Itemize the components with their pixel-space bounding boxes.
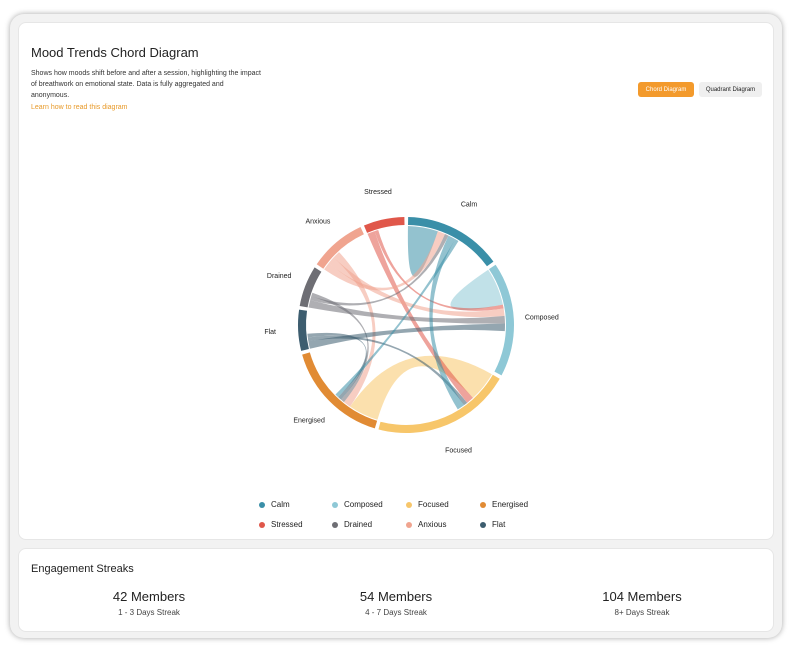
legend-swatch [259, 501, 265, 508]
quadrant-diagram-button[interactable]: Quadrant Diagram [699, 82, 762, 97]
legend-label: Anxious [418, 520, 447, 529]
ribbon-focused-energised [350, 355, 492, 420]
arc-calm [407, 217, 494, 267]
ribbons [307, 226, 506, 420]
arc-drained [299, 267, 322, 308]
ribbon-calm-focused [429, 235, 465, 410]
ribbon-stressed-focused [367, 231, 473, 403]
ribbon-calm-energised [335, 239, 459, 398]
arc-label-drained: Drained [267, 273, 292, 280]
chord-diagram: Calm Composed Focused Energised Flat Drained A… [264, 189, 559, 455]
legend-label: Calm [271, 500, 290, 509]
streak-label: 4 - 7 Days Streak [365, 608, 427, 617]
arc-flat [298, 309, 309, 351]
arc-stressed [363, 217, 405, 233]
legend-swatch [480, 521, 486, 528]
legend-swatch [406, 501, 412, 508]
streak-short: 42 Members 1 - 3 Days Streak [49, 589, 249, 617]
streak-members: 54 Members [359, 589, 433, 604]
chord-card: Mood Trends Chord Diagram Shows how mood… [18, 22, 774, 540]
ribbon-flat-focused [307, 335, 468, 406]
learn-link[interactable]: Learn how to read this diagram [31, 104, 128, 111]
group-arcs: Calm Composed Focused Energised Flat Drained A… [264, 189, 559, 455]
legend-item-focused[interactable]: Focused [406, 500, 449, 509]
ribbon-flat-energised [307, 332, 367, 400]
streak-long: 104 Members 8+ Days Streak [542, 589, 742, 617]
page-title: Mood Trends Chord Diagram [31, 45, 199, 60]
arc-label-anxious: Anxious [305, 218, 330, 225]
ribbon-calm-calm [407, 226, 438, 277]
legend-swatch [406, 521, 412, 528]
legend-item-calm[interactable]: Calm [259, 500, 290, 509]
ribbon-anxious-composed [328, 257, 505, 318]
ribbon-anxious-energised [333, 252, 376, 407]
arc-label-composed: Composed [525, 315, 559, 322]
streak-medium: 54 Members 4 - 7 Days Streak [296, 589, 496, 617]
legend-swatch [480, 501, 486, 508]
legend-item-composed[interactable]: Composed [332, 500, 383, 509]
streak-members: 42 Members [112, 589, 186, 604]
arc-anxious [316, 227, 364, 269]
ribbon-anxious-calm [324, 231, 445, 291]
legend-item-anxious[interactable]: Anxious [406, 520, 446, 529]
streaks-title: Engagement Streaks [31, 563, 134, 575]
chart-description: Shows how moods shift before and after a… [31, 70, 261, 99]
legend-item-stressed[interactable]: Stressed [259, 520, 303, 529]
legend-label: Stressed [271, 520, 303, 529]
streak-label: 8+ Days Streak [614, 608, 670, 617]
streaks-card: Engagement Streaks 42 Members 1 - 3 Days… [18, 548, 774, 632]
arc-label-flat: Flat [264, 329, 276, 336]
arc-focused [378, 374, 500, 433]
arc-composed [488, 264, 514, 376]
legend-label: Energised [492, 500, 529, 509]
legend-item-flat[interactable]: Flat [480, 520, 505, 529]
legend-swatch [259, 521, 265, 528]
legend-swatch [332, 521, 338, 528]
arc-label-energised: Energised [293, 417, 325, 424]
legend-label: Focused [418, 500, 449, 509]
arc-label-calm: Calm [461, 201, 478, 208]
legend-item-drained[interactable]: Drained [332, 520, 372, 529]
ribbon-composed-composed [450, 269, 503, 311]
streak-label: 1 - 3 Days Streak [118, 608, 180, 617]
app-frame: Mood Trends Chord Diagram Shows how mood… [10, 14, 782, 638]
arc-label-focused: Focused [445, 447, 472, 454]
ribbon-flat-composed [308, 323, 506, 349]
streak-members: 104 Members [602, 589, 682, 604]
legend-item-energised[interactable]: Energised [480, 500, 528, 509]
chord-diagram-button[interactable]: Chord Diagram [638, 82, 694, 97]
legend-swatch [332, 501, 338, 508]
legend-label: Flat [492, 520, 506, 529]
arc-energised [302, 352, 378, 429]
legend-label: Drained [344, 520, 373, 529]
legend-label: Composed [344, 500, 383, 509]
arc-label-stressed: Stressed [364, 189, 392, 196]
